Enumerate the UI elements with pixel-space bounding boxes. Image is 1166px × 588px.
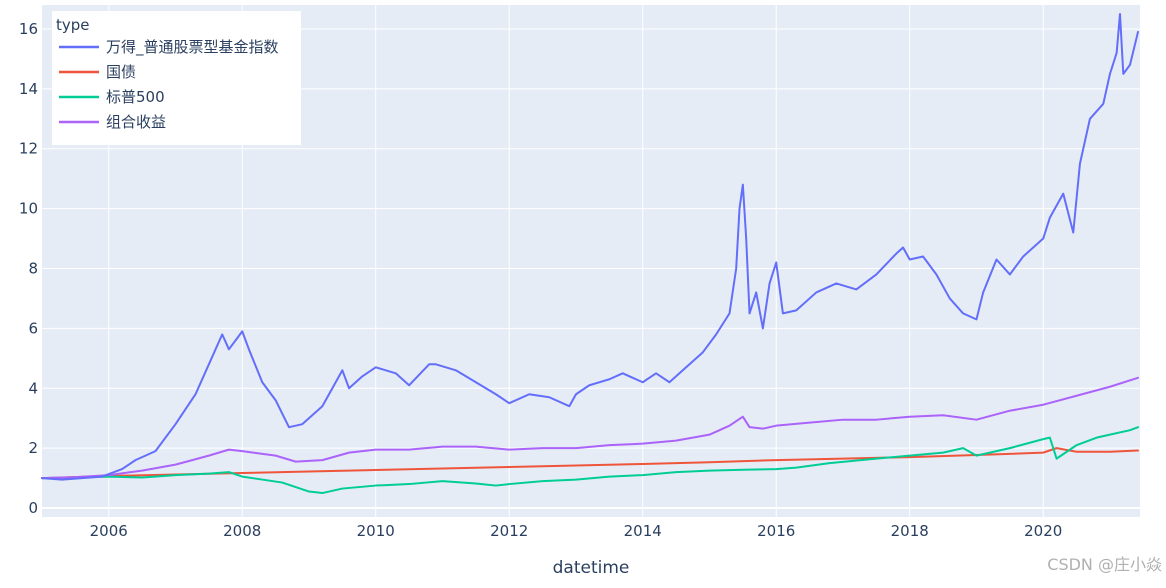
series-layer xyxy=(41,12,1139,495)
y-tick-label: 8 xyxy=(28,259,38,277)
x-tick-label: 2012 xyxy=(490,522,528,540)
legend-label: 万得_普通股票型基金指数 xyxy=(106,38,279,57)
x-tick-label: 2014 xyxy=(624,522,662,540)
y-tick-label: 0 xyxy=(28,499,38,517)
y-tick-label: 10 xyxy=(19,200,38,218)
series-line-3 xyxy=(41,376,1139,480)
series-line-2 xyxy=(41,426,1139,495)
x-tick-label: 2010 xyxy=(357,522,395,540)
watermark: CSDN @庄小焱 xyxy=(1047,555,1162,574)
series-line-0 xyxy=(41,12,1139,481)
legend-label: 国债 xyxy=(106,63,136,81)
y-tick-label: 2 xyxy=(28,439,38,457)
y-tick-label: 14 xyxy=(19,80,38,98)
legend-title: type xyxy=(56,16,90,34)
y-tick-label: 16 xyxy=(19,20,38,38)
legend-label: 组合收益 xyxy=(106,113,166,131)
x-tick-label: 2006 xyxy=(90,522,128,540)
x-tick-label: 2018 xyxy=(891,522,929,540)
y-tick-label: 4 xyxy=(28,379,38,397)
x-tick-label: 2020 xyxy=(1024,522,1062,540)
x-tick-label: 2008 xyxy=(223,522,261,540)
x-tick-label: 2016 xyxy=(757,522,795,540)
x-axis-title: datetime xyxy=(553,558,630,578)
y-tick-label: 12 xyxy=(19,140,38,158)
axis-layer: 0 2 4 6 8 10 12 14 16 2006 2008 2010 2012 2014 2016 201… xyxy=(19,20,1062,540)
y-tick-label: 6 xyxy=(28,319,38,337)
legend-label: 标普500 xyxy=(106,88,165,106)
